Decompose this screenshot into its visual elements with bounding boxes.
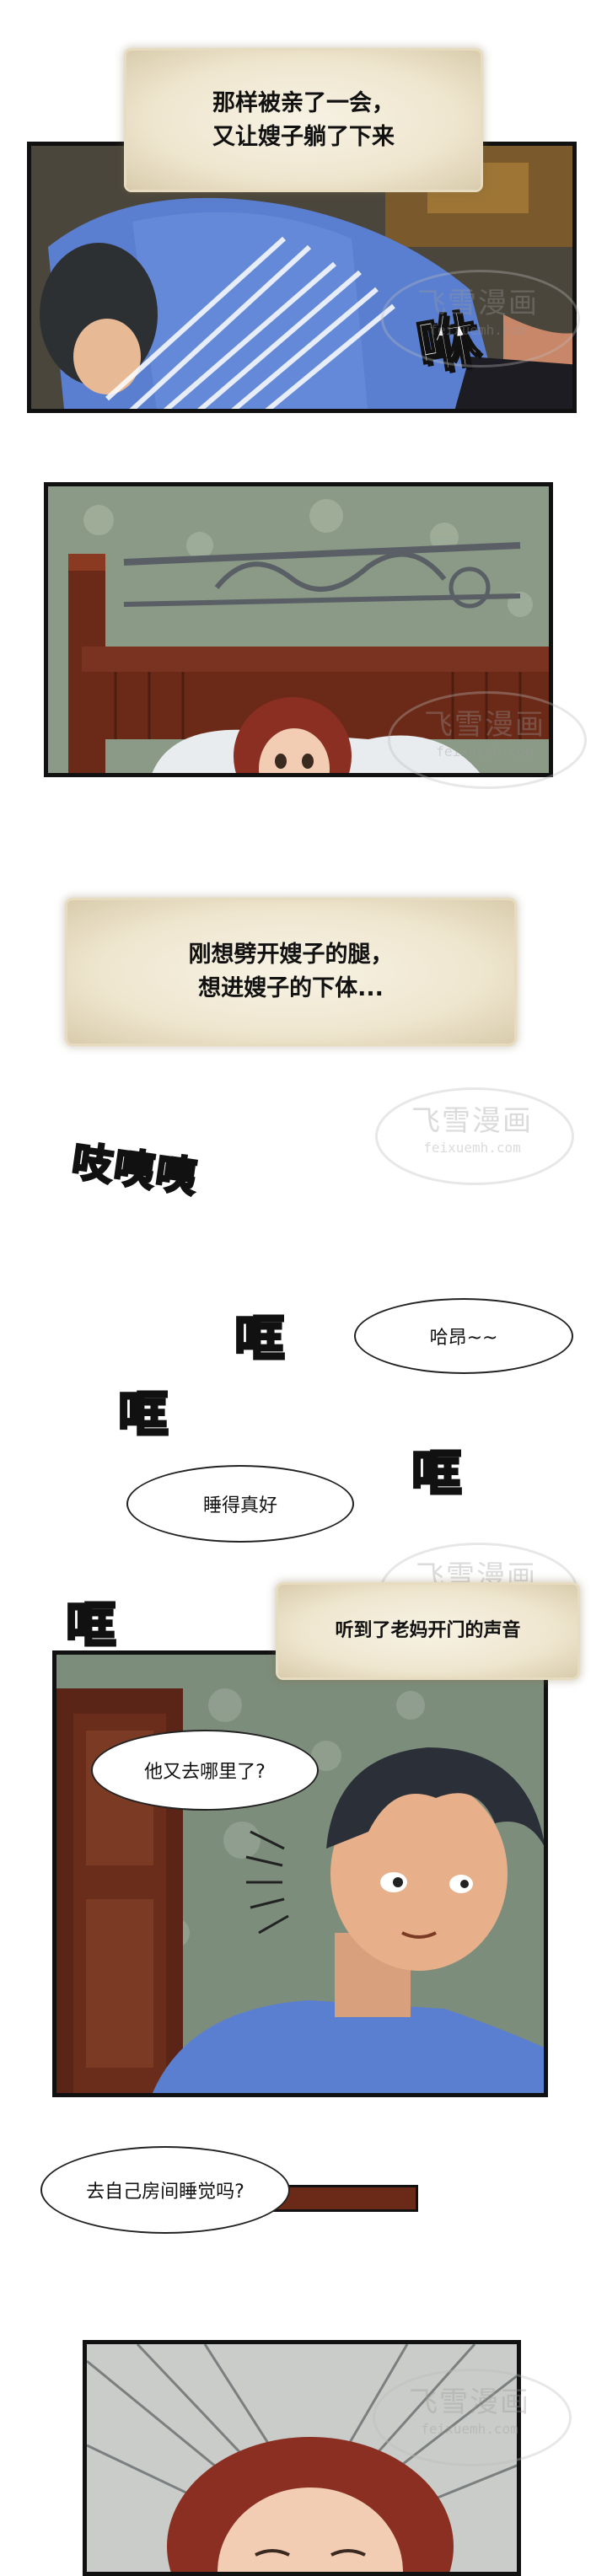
caption-2: 刚想劈开嫂子的腿， 想进嫂子的下体...	[67, 900, 514, 1044]
sfx-squeak: 吱咦咦	[68, 1136, 202, 1203]
bubble-moan: 哈昂~~	[354, 1298, 573, 1374]
bubble-own-room: 去自己房间睡觉吗?	[40, 2146, 290, 2234]
panel-kiss	[27, 142, 577, 413]
watermark-5: 飞雪漫画 feixuemh.com	[373, 2369, 572, 2466]
caption-3: 听到了老妈开门的声音	[278, 1585, 577, 1677]
sfx-bang-4: 哐	[65, 1596, 118, 1657]
sfx-bang-3: 哐	[411, 1444, 464, 1505]
watermark-1: 飞雪漫画 feixuemh.com	[381, 270, 580, 368]
sfx-bang-2: 哐	[117, 1385, 170, 1446]
panel-man	[52, 1650, 548, 2097]
panel-man-art	[56, 1655, 544, 2093]
bubble-where-did-he-go: 他又去哪里了?	[91, 1730, 319, 1811]
caption-1: 那样被亲了一会， 又让嫂子躺了下来	[126, 51, 481, 190]
panel-kiss-art	[31, 146, 572, 409]
bubble-sleep-well: 睡得真好	[126, 1465, 354, 1543]
watermark-3: 飞雪漫画 feixuemh.com	[375, 1087, 574, 1185]
watermark-2: 飞雪漫画 feixuemh.com	[388, 691, 587, 789]
sfx-bang-1: 哐	[234, 1309, 287, 1371]
